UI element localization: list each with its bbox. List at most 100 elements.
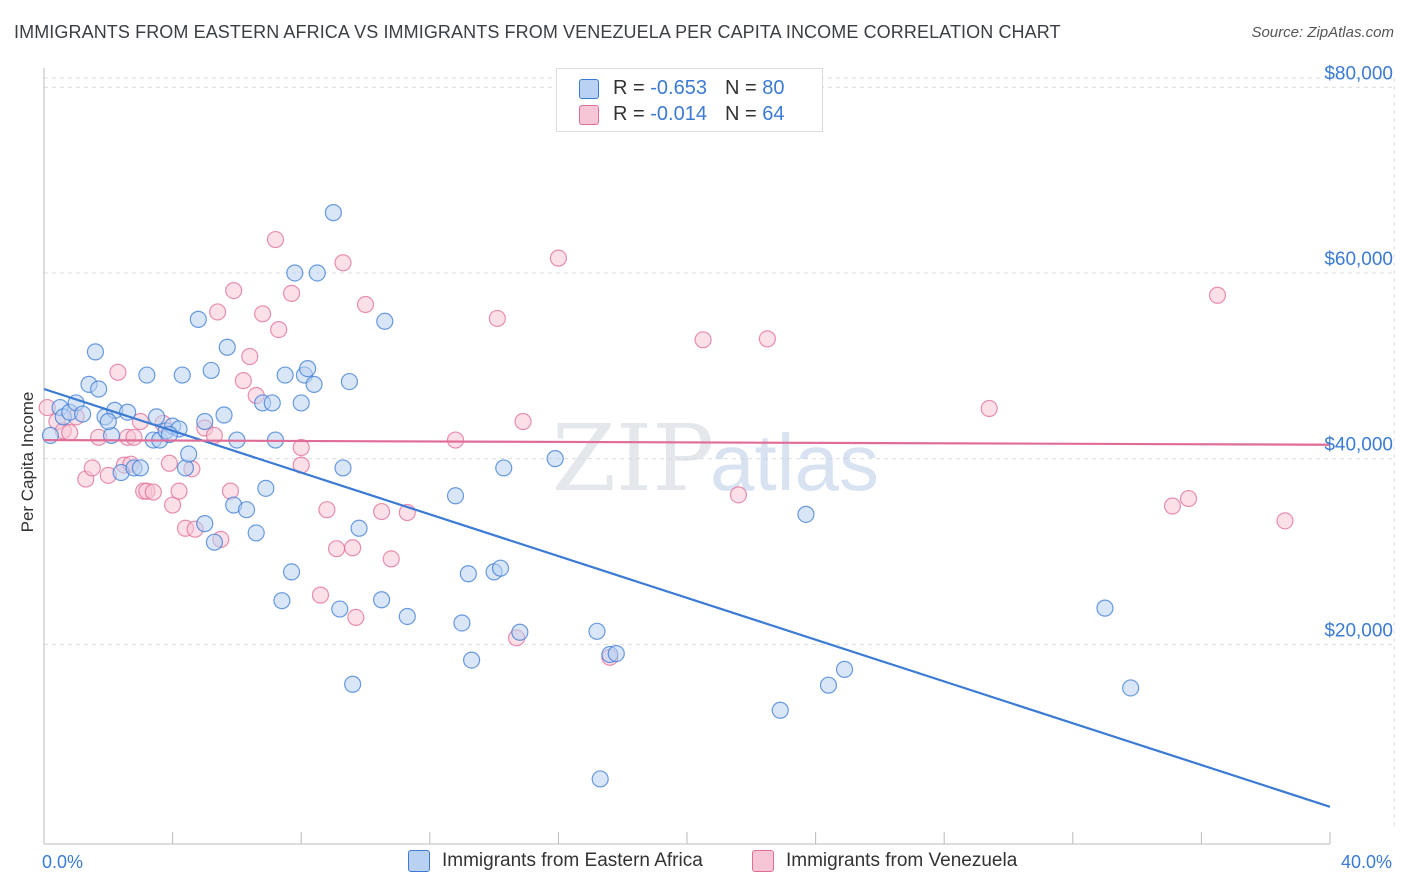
eastern-africa-point — [771, 701, 789, 719]
eastern-africa-point — [202, 361, 220, 380]
eastern-africa-point — [334, 459, 352, 477]
x-tick-max: 40.0% — [1340, 852, 1392, 872]
watermark-zip: ZIP — [552, 405, 714, 512]
trend-lines — [43, 387, 1331, 808]
venezuela-label: Immigrants from Venezuela — [786, 850, 1018, 871]
venezuela-point — [980, 399, 998, 418]
eastern-africa-point — [86, 343, 105, 361]
eastern-africa-point — [273, 592, 291, 610]
eastern-africa-point — [180, 445, 198, 463]
venezuela-point — [225, 282, 243, 300]
eastern-africa-point — [1096, 599, 1114, 617]
venezuela-point — [164, 496, 182, 514]
venezuela-point — [729, 486, 748, 504]
venezuela-point — [1179, 489, 1198, 508]
blue-swatch — [579, 78, 599, 99]
eastern-africa-point — [173, 366, 191, 384]
eastern-africa-point — [459, 565, 477, 583]
blue-r-label: R = — [613, 77, 651, 99]
eastern-africa-point — [196, 515, 214, 533]
eastern-africa-point — [90, 380, 108, 398]
eastern-africa-point — [546, 450, 564, 468]
eastern-africa-point — [331, 600, 349, 618]
y-axis-label: Per Capita Income — [18, 391, 37, 533]
eastern-africa-point — [495, 459, 513, 477]
venezuela-point — [61, 424, 79, 442]
legend-item-eastern-africa[interactable]: Immigrants from Eastern Africa — [408, 850, 703, 872]
eastern-africa-point — [446, 487, 465, 505]
eastern-africa-point — [263, 394, 281, 412]
eastern-africa-point — [1122, 679, 1140, 697]
eastern-africa-point — [324, 204, 342, 222]
eastern-africa-point — [305, 375, 323, 393]
eastern-africa-point — [588, 622, 606, 640]
watermark: ZIP atlas — [552, 405, 879, 512]
venezuela-point — [1276, 512, 1294, 530]
eastern-africa-point — [176, 459, 195, 477]
eastern-africa-point — [276, 366, 294, 384]
eastern-africa-swatch — [408, 850, 430, 872]
eastern-africa-label: Immigrants from Eastern Africa — [442, 850, 703, 871]
legend-row-pink: R = -0.014 N = 64 — [579, 103, 784, 126]
eastern-africa-point — [591, 770, 609, 788]
venezuela-trendline — [43, 438, 1331, 446]
pink-r-value: -0.014 — [650, 103, 707, 125]
eastern-africa-point — [835, 660, 854, 678]
axes-layer — [43, 68, 1331, 845]
pink-r-label: R = — [613, 103, 651, 125]
eastern-africa-point — [308, 264, 326, 282]
venezuela-point — [382, 550, 400, 568]
source-label: Source: ZipAtlas.com — [1251, 24, 1394, 41]
eastern-africa-point — [819, 676, 838, 694]
venezuela-point — [514, 412, 532, 431]
eastern-africa-point — [607, 645, 625, 663]
venezuela-point — [488, 309, 506, 328]
venezuela-point — [758, 330, 776, 348]
venezuela-point — [334, 254, 352, 272]
venezuela-point — [372, 502, 391, 521]
blue-r-value: -0.653 — [650, 77, 707, 99]
eastern-africa-point — [344, 675, 362, 693]
eastern-africa-point — [398, 607, 416, 626]
venezuela-point — [254, 305, 272, 323]
venezuela-point — [549, 249, 568, 267]
x-tick-min: 0.0% — [42, 852, 84, 872]
venezuela-point — [694, 331, 712, 349]
pink-n-label: N = — [724, 103, 763, 125]
y-tick-label: $60,000 — [1324, 249, 1393, 270]
eastern-africa-point — [491, 559, 510, 577]
chart-title: IMMIGRANTS FROM EASTERN AFRICA VS IMMIGR… — [14, 22, 1061, 42]
eastern-africa-point — [215, 406, 233, 424]
venezuela-point — [270, 320, 288, 339]
eastern-africa-point — [138, 366, 156, 384]
pink-swatch — [579, 104, 599, 125]
venezuela-point — [311, 586, 330, 604]
eastern-africa-point — [372, 591, 391, 609]
legend-item-venezuela[interactable]: Immigrants from Venezuela — [752, 850, 1017, 872]
y-tick-label: $40,000 — [1324, 435, 1393, 456]
venezuela-point — [144, 483, 162, 501]
eastern-africa-point — [131, 459, 150, 477]
eastern-africa-point — [299, 359, 317, 378]
venezuela-point — [221, 482, 240, 500]
y-tick-label: $80,000 — [1324, 63, 1393, 84]
eastern-africa-point — [282, 563, 301, 581]
venezuela-point — [446, 431, 465, 449]
eastern-africa-point — [196, 412, 214, 431]
eastern-africa-point — [797, 505, 815, 523]
y-tick-label: $20,000 — [1324, 620, 1393, 641]
eastern-africa-point — [218, 338, 236, 356]
venezuela-point — [170, 482, 188, 500]
correlation-legend: R = -0.653 N = 80 R = -0.014 N = 64 — [556, 68, 823, 132]
eastern-africa-trendline — [43, 387, 1331, 808]
blue-n-label: N = — [724, 77, 763, 99]
venezuela-point — [292, 438, 310, 457]
eastern-africa-point — [462, 651, 481, 669]
eastern-africa-point — [350, 519, 368, 537]
venezuela-point — [347, 608, 365, 626]
eastern-africa-point — [511, 623, 529, 641]
venezuela-point — [83, 459, 101, 477]
eastern-africa-point — [99, 412, 117, 431]
venezuela-point — [266, 230, 285, 249]
